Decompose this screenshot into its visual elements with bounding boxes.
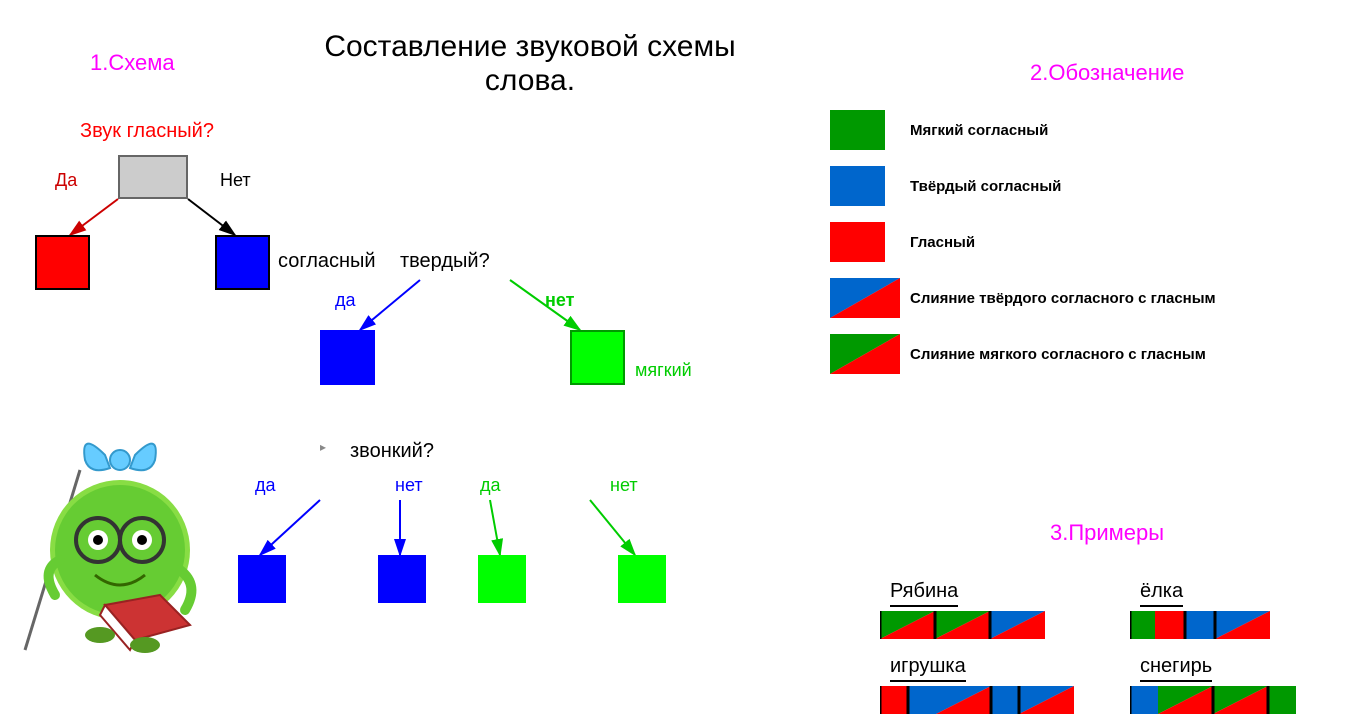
green-box-b2 [618, 555, 666, 603]
example-word-label: игрушка [890, 655, 966, 682]
blue-box-1 [215, 235, 270, 290]
q3-no1: нет [395, 475, 423, 496]
blue-box-b2 [378, 555, 426, 603]
q2-text: твердый? [400, 250, 490, 273]
example-word-diagram [1130, 686, 1296, 714]
example-word: снегирь [1130, 655, 1296, 714]
triangle-marker: ▸ [320, 440, 326, 454]
legend-item: Слияние мягкого согласного с гласным [830, 334, 1216, 374]
green-box-b1 [478, 555, 526, 603]
q3-yes2: да [480, 475, 501, 496]
legend-item: Гласный [830, 222, 1216, 262]
example-word: ёлка [1130, 580, 1270, 639]
blue-box-hard [320, 330, 375, 385]
q3-yes1: да [255, 475, 276, 496]
red-box [35, 235, 90, 290]
example-word: Рябина [880, 580, 1045, 639]
legend-swatch-diag-green [830, 334, 900, 374]
legend-swatch-green [830, 110, 885, 150]
q3-no2: нет [610, 475, 638, 496]
consonant-label: согласный [278, 250, 376, 273]
example-word-label: Рябина [890, 580, 958, 607]
blue-box-b1 [238, 555, 286, 603]
soft-label: мягкий [635, 360, 692, 381]
legend-swatch-red [830, 222, 885, 262]
legend-swatch-diag-blue [830, 278, 900, 318]
legend-container: Мягкий согласный Твёрдый согласный Гласн… [830, 110, 1216, 390]
q2-no: нет [545, 290, 574, 311]
legend-swatch-blue [830, 166, 885, 206]
mascot-icon [10, 400, 230, 660]
q2-yes: да [335, 290, 356, 311]
legend-item: Твёрдый согласный [830, 166, 1216, 206]
green-box-soft [570, 330, 625, 385]
example-word-diagram [880, 686, 1074, 714]
example-word-diagram [1130, 611, 1270, 639]
example-word: игрушка [880, 655, 1074, 714]
legend-item: Мягкий согласный [830, 110, 1216, 150]
q3-text: звонкий? [350, 440, 434, 463]
example-word-diagram [880, 611, 1045, 639]
legend-item: Слияние твёрдого согласного с гласным [830, 278, 1216, 318]
example-word-label: ёлка [1140, 580, 1183, 607]
example-word-label: снегирь [1140, 655, 1212, 682]
